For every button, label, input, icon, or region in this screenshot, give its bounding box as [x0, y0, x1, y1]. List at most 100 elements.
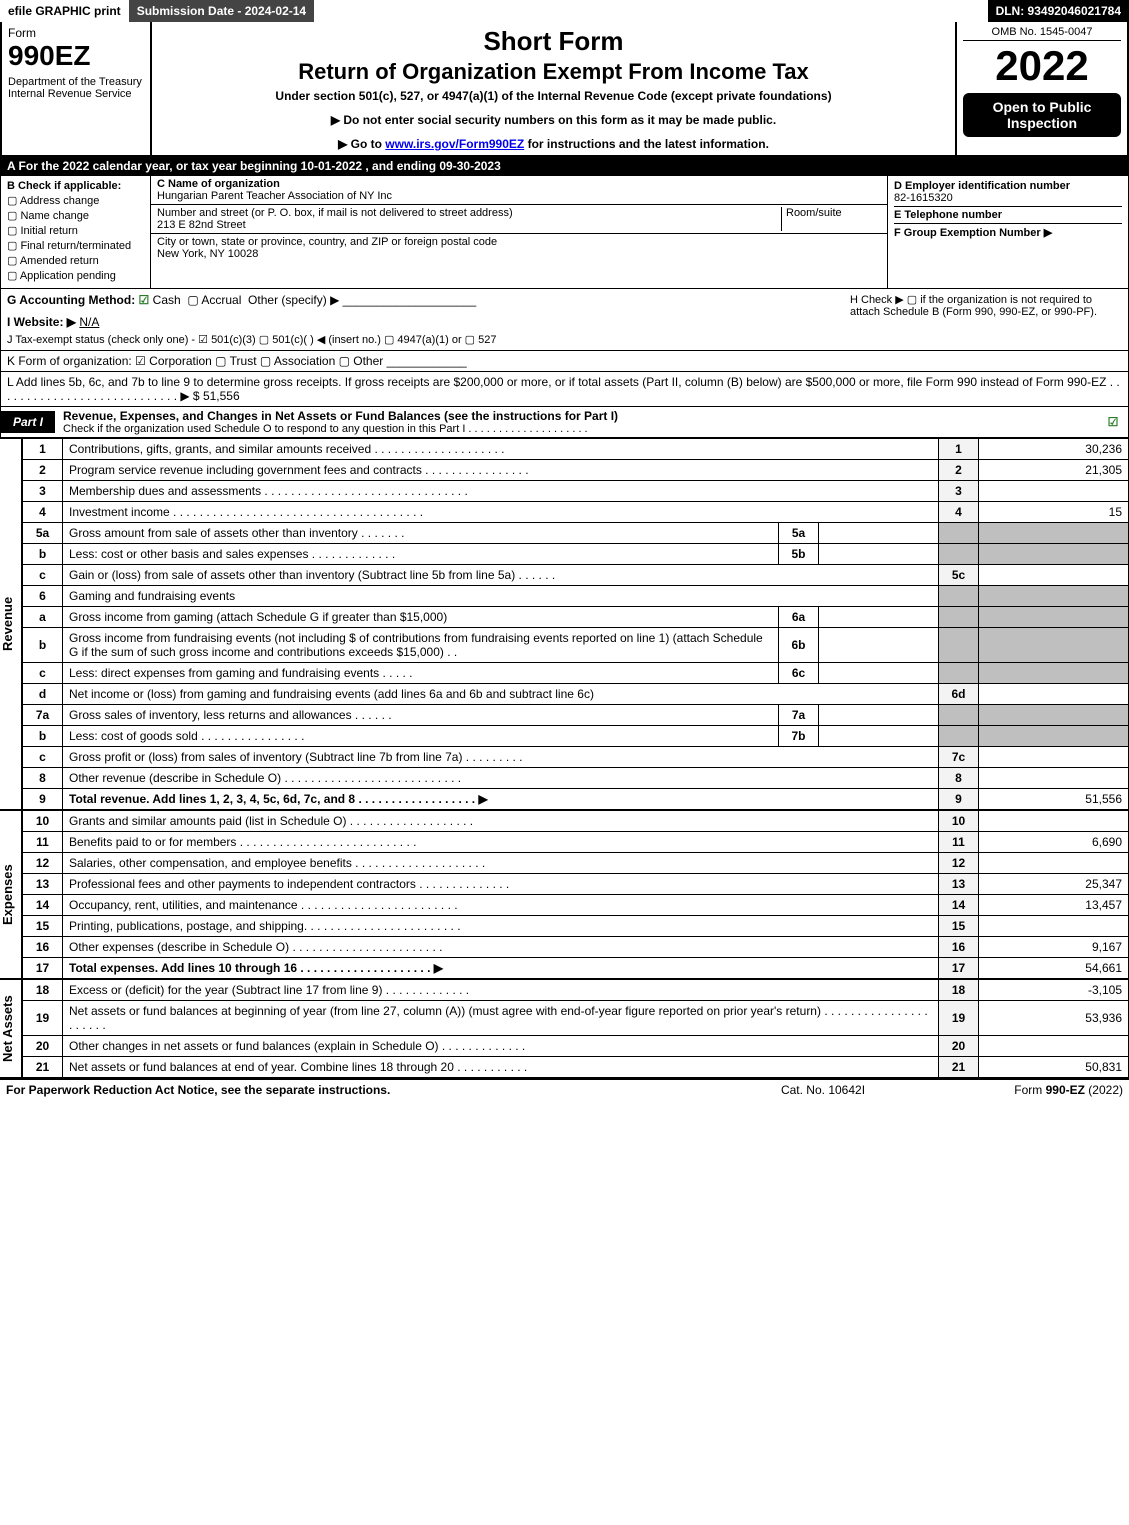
line-i: I Website: ▶ N/A: [7, 315, 842, 329]
table-row: aGross income from gaming (attach Schedu…: [23, 607, 1129, 628]
part1-title: Revenue, Expenses, and Changes in Net As…: [55, 407, 1098, 437]
org-city: New York, NY 10028: [157, 248, 258, 260]
table-row: 14Occupancy, rent, utilities, and mainte…: [23, 895, 1129, 916]
goto-post: for instructions and the latest informat…: [524, 137, 769, 151]
c-name-label: C Name of organization: [157, 178, 280, 190]
ein-value: 82-1615320: [894, 192, 953, 204]
tax-year: 2022: [963, 45, 1121, 87]
table-row: dNet income or (loss) from gaming and fu…: [23, 684, 1129, 705]
chk-amended[interactable]: ▢ Amended return: [7, 254, 144, 267]
return-title: Return of Organization Exempt From Incom…: [160, 59, 947, 85]
g-other: Other (specify) ▶: [248, 293, 339, 307]
omb-number: OMB No. 1545-0047: [963, 26, 1121, 41]
table-row: 15Printing, publications, postage, and s…: [23, 916, 1129, 937]
table-row: bGross income from fundraising events (n…: [23, 628, 1129, 663]
part1-tab: Part I: [1, 411, 55, 433]
g-line: ____________________: [343, 293, 476, 307]
g-cash: Cash: [153, 293, 181, 307]
d-label: D Employer identification number: [894, 180, 1070, 192]
e-label: E Telephone number: [894, 209, 1002, 221]
goto-pre: ▶ Go to: [338, 137, 385, 151]
table-row: 20Other changes in net assets or fund ba…: [23, 1036, 1129, 1057]
open-inspection: Open to Public Inspection: [963, 93, 1121, 137]
table-row: 19Net assets or fund balances at beginni…: [23, 1001, 1129, 1036]
table-row: 2Program service revenue including gover…: [23, 460, 1129, 481]
line-g-h: G Accounting Method: ☑ Cash ▢ Accrual Ot…: [0, 289, 1129, 351]
note-goto: ▶ Go to www.irs.gov/Form990EZ for instru…: [160, 137, 947, 151]
i-label: I Website: ▶: [7, 315, 76, 329]
table-row: bLess: cost or other basis and sales exp…: [23, 544, 1129, 565]
under-section: Under section 501(c), 527, or 4947(a)(1)…: [160, 89, 947, 103]
website-value: N/A: [79, 315, 99, 329]
footer-left: For Paperwork Reduction Act Notice, see …: [6, 1083, 723, 1097]
table-row: 6Gaming and fundraising events: [23, 586, 1129, 607]
top-bar: efile GRAPHIC print Submission Date - 20…: [0, 0, 1129, 22]
line-a: A For the 2022 calendar year, or tax yea…: [0, 157, 1129, 176]
table-row: 9Total revenue. Add lines 1, 2, 3, 4, 5c…: [23, 789, 1129, 810]
box-c: C Name of organization Hungarian Parent …: [151, 176, 888, 288]
header-mid: Short Form Return of Organization Exempt…: [152, 22, 957, 155]
org-addr: 213 E 82nd Street: [157, 219, 246, 231]
check-icon: ☑: [139, 293, 150, 307]
netassets-vlabel: Net Assets: [0, 979, 22, 1078]
table-row: 13Professional fees and other payments t…: [23, 874, 1129, 895]
irs-link[interactable]: www.irs.gov/Form990EZ: [385, 137, 524, 151]
dept-label: Department of the Treasury Internal Reve…: [8, 76, 144, 100]
netassets-section: Net Assets 18Excess or (deficit) for the…: [0, 979, 1129, 1078]
table-row: 18Excess or (deficit) for the year (Subt…: [23, 980, 1129, 1001]
box-def: D Employer identification number 82-1615…: [888, 176, 1128, 288]
chk-address[interactable]: ▢ Address change: [7, 194, 144, 207]
table-row: cLess: direct expenses from gaming and f…: [23, 663, 1129, 684]
table-row: bLess: cost of goods sold . . . . . . . …: [23, 726, 1129, 747]
dln-label: DLN: 93492046021784: [988, 0, 1129, 22]
table-row: 8Other revenue (describe in Schedule O) …: [23, 768, 1129, 789]
box-b-title: B Check if applicable:: [7, 180, 144, 192]
line-h: H Check ▶ ▢ if the organization is not r…: [842, 293, 1122, 346]
org-name: Hungarian Parent Teacher Association of …: [157, 190, 392, 202]
form-word: Form: [8, 26, 144, 40]
efile-label[interactable]: efile GRAPHIC print: [0, 0, 129, 22]
table-row: 11Benefits paid to or for members . . . …: [23, 832, 1129, 853]
table-row: 4Investment income . . . . . . . . . . .…: [23, 502, 1129, 523]
table-row: 16Other expenses (describe in Schedule O…: [23, 937, 1129, 958]
revenue-table: 1Contributions, gifts, grants, and simil…: [22, 438, 1129, 810]
table-row: 10Grants and similar amounts paid (list …: [23, 811, 1129, 832]
footer-right: Form 990-EZ (2022): [923, 1083, 1123, 1097]
netassets-table: 18Excess or (deficit) for the year (Subt…: [22, 979, 1129, 1078]
form-header: Form 990EZ Department of the Treasury In…: [0, 22, 1129, 157]
chk-final[interactable]: ▢ Final return/terminated: [7, 239, 144, 252]
chk-pending[interactable]: ▢ Application pending: [7, 269, 144, 282]
table-row: 12Salaries, other compensation, and empl…: [23, 853, 1129, 874]
table-row: 17Total expenses. Add lines 10 through 1…: [23, 958, 1129, 979]
c-city-label: City or town, state or province, country…: [157, 236, 497, 248]
footer-mid: Cat. No. 10642I: [723, 1083, 923, 1097]
chk-name[interactable]: ▢ Name change: [7, 209, 144, 222]
form-number: 990EZ: [8, 40, 144, 72]
part1-header: Part I Revenue, Expenses, and Changes in…: [0, 407, 1129, 438]
section-bcdef: B Check if applicable: ▢ Address change …: [0, 176, 1129, 289]
revenue-section: Revenue 1Contributions, gifts, grants, a…: [0, 438, 1129, 810]
expenses-vlabel: Expenses: [0, 810, 22, 979]
expenses-table: 10Grants and similar amounts paid (list …: [22, 810, 1129, 979]
table-row: 5aGross amount from sale of assets other…: [23, 523, 1129, 544]
g-accrual: Accrual: [201, 293, 241, 307]
table-row: 3Membership dues and assessments . . . .…: [23, 481, 1129, 502]
line-l: L Add lines 5b, 6c, and 7b to line 9 to …: [0, 372, 1129, 407]
submission-date: Submission Date - 2024-02-14: [129, 0, 314, 22]
box-b: B Check if applicable: ▢ Address change …: [1, 176, 151, 288]
short-form-title: Short Form: [160, 26, 947, 57]
line-j: J Tax-exempt status (check only one) - ☑…: [7, 333, 842, 346]
c-addr-label: Number and street (or P. O. box, if mail…: [157, 207, 513, 219]
page-footer: For Paperwork Reduction Act Notice, see …: [0, 1078, 1129, 1100]
note-ssn: ▶ Do not enter social security numbers o…: [160, 113, 947, 127]
header-right: OMB No. 1545-0047 2022 Open to Public In…: [957, 22, 1127, 155]
table-row: 21Net assets or fund balances at end of …: [23, 1057, 1129, 1078]
table-row: cGain or (loss) from sale of assets othe…: [23, 565, 1129, 586]
g-label: G Accounting Method:: [7, 293, 135, 307]
header-left: Form 990EZ Department of the Treasury In…: [2, 22, 152, 155]
table-row: cGross profit or (loss) from sales of in…: [23, 747, 1129, 768]
chk-initial[interactable]: ▢ Initial return: [7, 224, 144, 237]
part1-checkbox[interactable]: ☑: [1098, 415, 1128, 429]
part1-sub: Check if the organization used Schedule …: [63, 423, 1090, 435]
table-row: 7aGross sales of inventory, less returns…: [23, 705, 1129, 726]
